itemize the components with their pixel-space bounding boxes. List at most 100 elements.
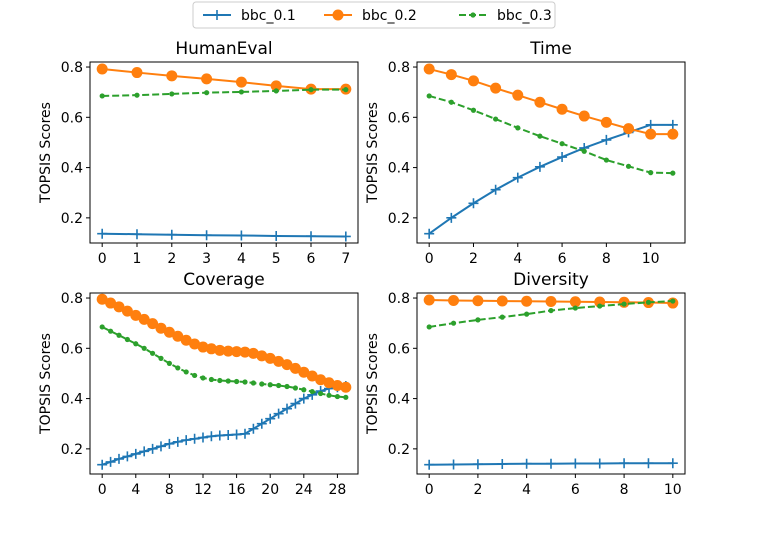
x-tick-label: 4 — [513, 251, 522, 267]
data-point — [191, 372, 198, 379]
data-point — [141, 345, 147, 351]
data-point — [670, 170, 676, 176]
plot-area-diversity — [423, 294, 679, 470]
data-point — [623, 123, 635, 135]
data-point — [645, 128, 657, 140]
data-point — [122, 451, 133, 462]
axes-frame — [89, 292, 359, 475]
y-tick-label: 0.8 — [388, 291, 410, 307]
data-point — [181, 435, 192, 446]
subplot-diversity: 0 2 4 6 8 10 0.2 0.4 0.6 0.8 Diversity TOPSIS Score… — [365, 270, 686, 498]
data-point — [594, 458, 605, 469]
data-point — [276, 382, 282, 389]
data-point — [205, 343, 217, 355]
data-point — [271, 230, 282, 241]
data-point — [99, 93, 105, 99]
x-tick-label: 6 — [558, 251, 567, 267]
y-tick-label: 0.6 — [388, 341, 410, 357]
y-tick-label: 0.2 — [61, 442, 83, 458]
data-point — [493, 116, 499, 122]
x-tick-label: 0 — [425, 482, 434, 498]
data-point — [534, 161, 545, 172]
data-point — [172, 436, 183, 447]
legend-label: bbc_0.2 — [362, 8, 417, 24]
data-point — [169, 91, 175, 97]
data-point — [578, 110, 590, 122]
data-point — [273, 355, 285, 367]
y-tick-label: 0.6 — [61, 341, 83, 357]
data-point — [206, 431, 217, 442]
data-point — [298, 366, 310, 378]
data-point — [448, 99, 454, 105]
x-tick-label: 6 — [571, 482, 580, 498]
data-point — [619, 458, 630, 469]
x-tick-label: 5 — [272, 251, 281, 267]
plot-area-humaneval — [96, 63, 352, 242]
series-line — [102, 88, 346, 97]
data-point — [301, 387, 307, 393]
data-point — [166, 229, 177, 240]
data-point — [265, 413, 276, 424]
data-point — [273, 408, 284, 419]
data-point — [166, 360, 172, 366]
series-bbc-0-2 — [423, 63, 679, 140]
data-point — [256, 418, 267, 429]
data-point — [289, 362, 301, 374]
data-point — [223, 430, 234, 441]
data-point — [643, 458, 654, 469]
data-point — [645, 299, 652, 305]
data-point — [259, 381, 265, 387]
x-tick-label: 0 — [98, 482, 107, 498]
series-bbc-0-3 — [426, 298, 676, 330]
data-point — [448, 459, 459, 470]
data-point — [130, 309, 142, 321]
data-point — [331, 380, 343, 392]
data-point — [524, 311, 530, 317]
data-point — [490, 184, 501, 195]
data-point — [113, 453, 124, 464]
x-tick-label: 8 — [620, 482, 629, 498]
series-line — [102, 232, 346, 238]
series-bbc-0-1 — [424, 119, 678, 239]
data-point — [113, 301, 125, 313]
data-point — [499, 314, 505, 320]
y-tick-label: 0.8 — [61, 60, 83, 76]
data-point — [133, 341, 139, 347]
series-bbc-0-1 — [97, 381, 351, 470]
data-point — [97, 459, 108, 470]
series-bbc-0-3 — [99, 87, 349, 99]
y-tick-label: 0.4 — [61, 161, 83, 177]
subplot-time: 0 2 4 6 8 10 0.2 0.4 0.6 0.8 Time TOPSIS Scores — [365, 39, 686, 267]
y-axis-label: TOPSIS Scores — [38, 333, 54, 435]
y-axis-label: TOPSIS Scores — [38, 102, 54, 204]
data-point — [248, 423, 259, 434]
data-point — [183, 369, 189, 375]
x-tick-label: 6 — [307, 251, 316, 267]
data-point — [247, 347, 259, 359]
data-point — [472, 459, 483, 470]
data-point — [648, 170, 654, 176]
data-point — [534, 96, 546, 108]
y-tick-label: 0.4 — [388, 392, 410, 408]
data-point — [96, 63, 108, 75]
data-point — [172, 330, 184, 342]
data-point — [164, 438, 175, 449]
y-tick-label: 0.6 — [388, 110, 410, 126]
x-tick-label: 1 — [133, 251, 142, 267]
data-point — [548, 307, 554, 314]
data-point — [235, 76, 247, 88]
series-line — [102, 68, 346, 91]
x-tick-label: 24 — [295, 482, 313, 498]
data-point — [512, 172, 523, 183]
data-point — [512, 89, 524, 101]
data-point — [264, 352, 276, 364]
data-point — [545, 296, 557, 308]
x-tick-label: 10 — [664, 482, 682, 498]
subplot-title: HumanEval — [175, 39, 272, 59]
data-point — [282, 403, 293, 414]
data-point — [105, 297, 117, 309]
data-point — [424, 459, 435, 470]
data-point — [270, 80, 282, 92]
